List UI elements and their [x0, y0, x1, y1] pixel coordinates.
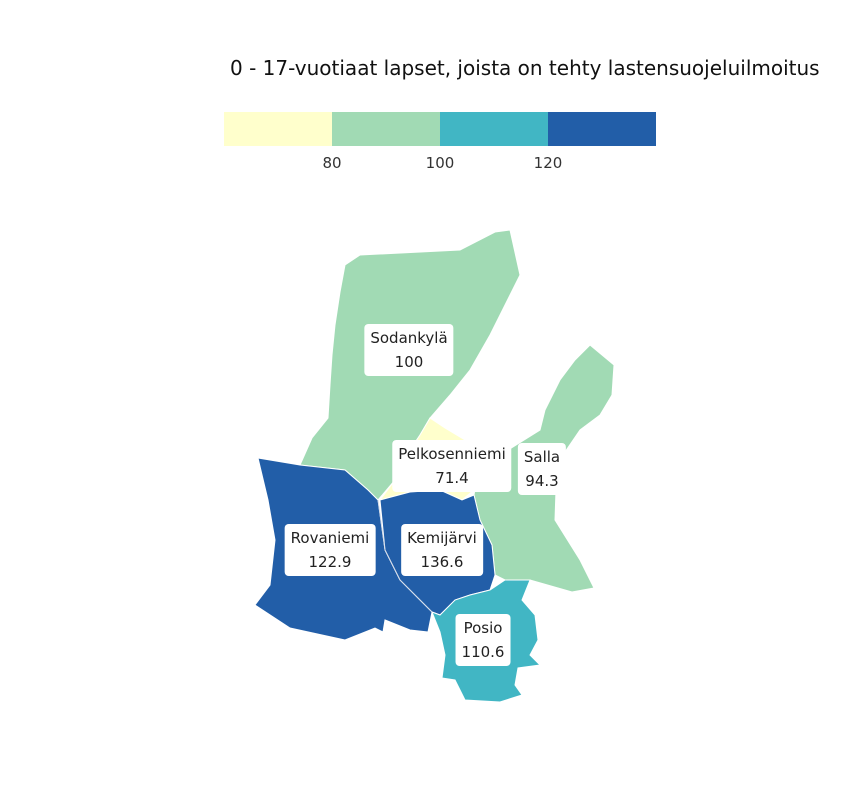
label-posio-name: Posio: [463, 619, 503, 637]
label-pelkosenniemi: Pelkosenniemi 71.4: [392, 440, 512, 492]
label-rovaniemi: Rovaniemi 122.9: [284, 524, 376, 576]
label-sodankyla-name: Sodankylä: [370, 329, 448, 347]
label-kemijarvi: Kemijärvi 136.6: [401, 524, 483, 576]
label-salla: Salla 94.3: [517, 443, 567, 495]
label-salla-name: Salla: [523, 448, 561, 466]
label-rovaniemi-value: 122.9: [308, 553, 352, 571]
legend-bin-3: [440, 112, 548, 146]
legend-bin-1: [224, 112, 332, 146]
legend-tick-80: 80: [322, 154, 342, 172]
legend-bin-4: [548, 112, 656, 146]
label-kemijarvi-value: 136.6: [420, 553, 464, 571]
label-rovaniemi-name: Rovaniemi: [290, 529, 370, 547]
legend-bin-2: [332, 112, 440, 146]
legend-tick-100: 100: [425, 154, 455, 172]
label-pelkosenniemi-value: 71.4: [435, 469, 469, 487]
label-posio-value: 110.6: [461, 643, 505, 661]
label-kemijarvi-name: Kemijärvi: [407, 529, 477, 547]
label-pelkosenniemi-name: Pelkosenniemi: [398, 445, 506, 463]
color-legend: [224, 112, 656, 146]
legend-tick-120: 120: [533, 154, 563, 172]
label-salla-value: 94.3: [525, 472, 559, 490]
label-sodankyla: Sodankylä 100: [364, 324, 454, 376]
label-sodankyla-value: 100: [394, 353, 424, 371]
label-posio: Posio 110.6: [455, 614, 511, 666]
region-border-line: [377, 499, 433, 613]
map-title: 0 - 17-vuotiaat lapset, joista on tehty …: [230, 56, 820, 80]
